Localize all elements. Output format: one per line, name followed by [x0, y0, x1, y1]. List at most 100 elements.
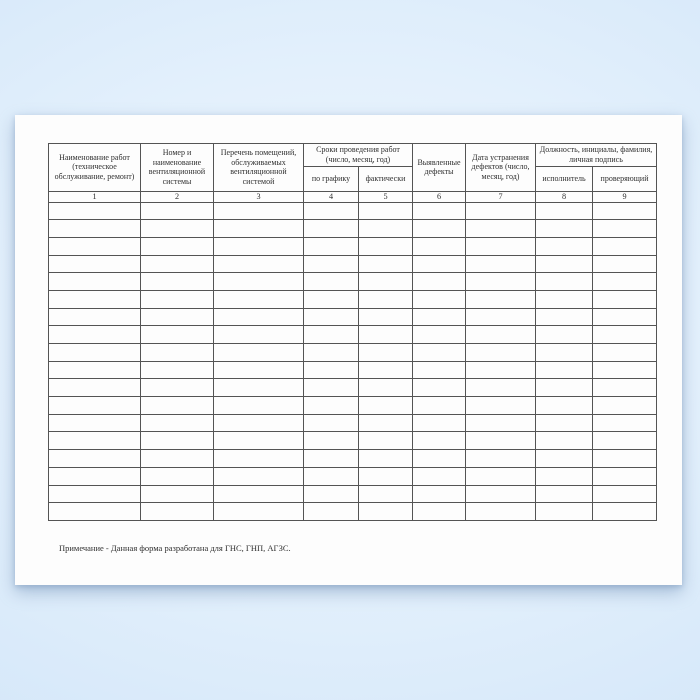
- table-row: [48, 396, 658, 415]
- table-cell: [535, 343, 594, 362]
- table-cell: [412, 378, 467, 398]
- table-cell: [213, 201, 304, 221]
- table-cell: [303, 343, 359, 362]
- table-cell: [412, 236, 467, 256]
- table-cell: [303, 449, 359, 468]
- table-cell: [412, 307, 467, 327]
- table-cell: [140, 219, 214, 238]
- column-number: 9: [592, 190, 658, 203]
- table-cell: [535, 449, 594, 468]
- table-cell: [357, 466, 414, 486]
- table-cell: [357, 360, 414, 380]
- table-cell: [303, 289, 359, 309]
- table-cell: [303, 413, 359, 433]
- table-cell: [592, 201, 658, 221]
- header-dates-group: Сроки проведения работ (число, месяц, го…: [302, 143, 414, 167]
- table-cell: [357, 272, 414, 291]
- table-cell: [465, 236, 537, 256]
- table-cell: [465, 466, 537, 486]
- header-signature-group: Должность, инициалы, фамилия, личная под…: [535, 143, 658, 167]
- column-numbers-row: 1 2 3 4 5 6 7 8 9: [48, 190, 658, 203]
- table-cell: [465, 431, 537, 451]
- table-cell: [412, 466, 467, 486]
- header-actual: фактически: [357, 165, 414, 192]
- table-cell: [412, 396, 467, 415]
- table-cell: [213, 466, 304, 486]
- table-cell: [535, 431, 594, 451]
- column-number: 4: [303, 190, 359, 203]
- table-cell: [357, 502, 414, 521]
- table-cell: [592, 431, 658, 451]
- table-cell: [465, 219, 537, 238]
- header-work-name: Наименование работ (техническое обслужив…: [48, 143, 141, 192]
- table-cell: [592, 360, 658, 380]
- table-cell: [48, 378, 141, 398]
- table-cell: [535, 484, 594, 504]
- table-cell: [303, 201, 359, 221]
- table-cell: [140, 289, 214, 309]
- column-number: 3: [213, 190, 304, 203]
- table-cell: [535, 272, 594, 291]
- table-cell: [465, 484, 537, 504]
- table-cell: [140, 431, 214, 451]
- table-cell: [48, 449, 141, 468]
- table-cell: [465, 378, 537, 398]
- table-cell: [213, 307, 304, 327]
- table-cell: [303, 307, 359, 327]
- table-cell: [412, 219, 467, 238]
- table-row: [48, 343, 658, 362]
- table-cell: [412, 431, 467, 451]
- table-cell: [213, 236, 304, 256]
- column-number: 6: [412, 190, 467, 203]
- table-cell: [465, 201, 537, 221]
- table-cell: [357, 431, 414, 451]
- table-cell: [303, 484, 359, 504]
- table-row: [48, 254, 658, 274]
- table-cell: [303, 219, 359, 238]
- table-cell: [357, 219, 414, 238]
- maintenance-log-table: Наименование работ (техническое обслужив…: [48, 143, 658, 521]
- table-cell: [592, 236, 658, 256]
- table-body: [48, 201, 658, 521]
- table-cell: [303, 466, 359, 486]
- table-cell: [357, 449, 414, 468]
- table-cell: [303, 502, 359, 521]
- table-cell: [48, 236, 141, 256]
- table-cell: [592, 289, 658, 309]
- table-cell: [303, 236, 359, 256]
- table-cell: [357, 413, 414, 433]
- table-cell: [48, 396, 141, 415]
- table-cell: [412, 289, 467, 309]
- table-cell: [592, 413, 658, 433]
- header-defects-found: Выявленные дефекты: [412, 143, 467, 192]
- table-cell: [213, 413, 304, 433]
- table-cell: [592, 219, 658, 238]
- table-cell: [592, 343, 658, 362]
- table-cell: [140, 360, 214, 380]
- table-row: [48, 502, 658, 521]
- table-cell: [48, 502, 141, 521]
- header-system-number: Номер и наименование вентиляционной сист…: [140, 143, 214, 192]
- table-row: [48, 360, 658, 380]
- table-cell: [535, 219, 594, 238]
- table-cell: [357, 307, 414, 327]
- table-cell: [535, 378, 594, 398]
- table-row: [48, 201, 658, 221]
- table-row: [48, 378, 658, 398]
- table-cell: [412, 502, 467, 521]
- header-defect-fix-date: Дата устранения дефектов (число, месяц, …: [465, 143, 537, 192]
- table-row: [48, 325, 658, 344]
- table-cell: [140, 466, 214, 486]
- table-cell: [592, 272, 658, 291]
- table-cell: [465, 343, 537, 362]
- table-cell: [592, 484, 658, 504]
- table-cell: [303, 272, 359, 291]
- table-cell: [140, 413, 214, 433]
- column-number: 1: [48, 190, 141, 203]
- header-row-groups: Наименование работ (техническое обслужив…: [48, 143, 658, 192]
- table-cell: [213, 449, 304, 468]
- table-cell: [303, 396, 359, 415]
- table-cell: [48, 413, 141, 433]
- table-cell: [357, 201, 414, 221]
